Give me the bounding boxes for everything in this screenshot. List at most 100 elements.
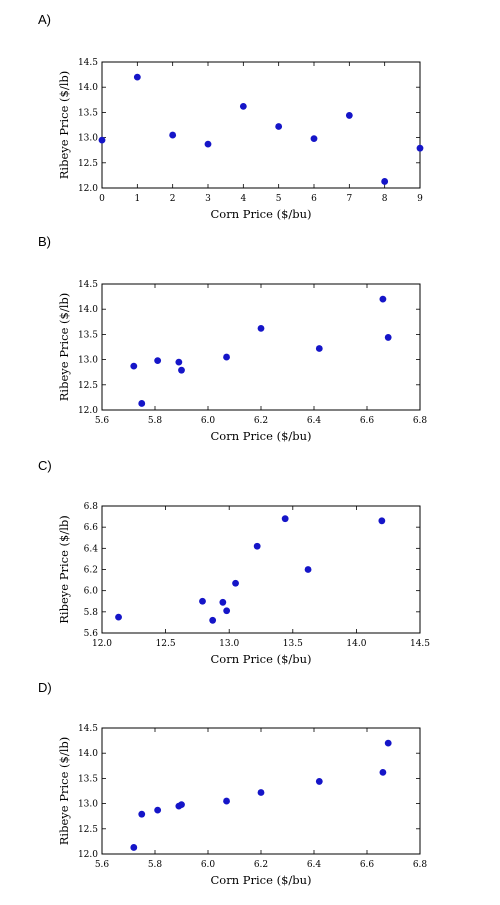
y-tick-label: 13.5 xyxy=(78,774,98,784)
data-point xyxy=(154,806,162,814)
y-tick-label: 13.5 xyxy=(78,330,98,340)
y-axis-title: Ribeye Price ($/lb) xyxy=(57,515,71,623)
data-point xyxy=(178,801,185,809)
x-tick-label: 9 xyxy=(417,194,423,204)
data-point xyxy=(98,136,106,144)
x-tick-label: 14.5 xyxy=(410,639,430,649)
x-tick-label: 6.2 xyxy=(254,416,268,426)
data-point xyxy=(175,358,183,366)
data-point xyxy=(219,598,227,606)
data-point xyxy=(345,112,353,119)
data-point xyxy=(232,579,239,587)
scatter-panel-3: C) 12.0 12.5 13.0 13.5 14.0 14.5 5.6 5.8 6.0 6.2 6.… xyxy=(38,458,430,666)
x-tick-label: 6.0 xyxy=(201,416,216,426)
x-tick-label: 6.8 xyxy=(413,416,428,426)
x-tick-label: 6.6 xyxy=(360,416,375,426)
x-tick-label: 6.4 xyxy=(307,416,322,426)
x-tick-label: 4 xyxy=(240,194,246,204)
data-point xyxy=(310,135,318,143)
data-point xyxy=(115,613,122,621)
y-tick-label: 12.0 xyxy=(78,184,98,194)
y-tick-label: 6.0 xyxy=(84,587,99,597)
x-tick-label: 6.2 xyxy=(254,860,268,870)
data-point xyxy=(257,324,265,332)
y-tick-label: 6.6 xyxy=(84,523,99,533)
scatter-panel-4: D) 5.6 5.8 6.0 6.2 6.4 6.6 6.8 12.0 12.5 13.0 13.5 1… xyxy=(38,680,427,887)
data-point xyxy=(133,73,141,81)
y-tick-label: 5.8 xyxy=(84,608,99,618)
data-point xyxy=(199,597,206,605)
y-tick-label: 14.0 xyxy=(78,83,98,93)
plot-frame xyxy=(101,61,421,189)
data-point xyxy=(281,515,289,523)
x-tick-label: 5.8 xyxy=(148,860,163,870)
panel-label: C) xyxy=(38,458,52,473)
data-point xyxy=(275,123,283,130)
x-tick-label: 5.6 xyxy=(95,860,110,870)
x-tick-label: 1 xyxy=(134,194,140,204)
y-axis-title: Ribeye Price ($/lb) xyxy=(57,293,71,401)
y-tick-label: 12.5 xyxy=(78,381,98,391)
data-point xyxy=(379,768,387,776)
x-tick-label: 6.4 xyxy=(307,860,322,870)
data-point xyxy=(304,566,312,573)
y-tick-label: 6.2 xyxy=(84,566,98,576)
y-tick-label: 14.0 xyxy=(78,305,98,315)
x-tick-label: 6.0 xyxy=(201,860,216,870)
data-point xyxy=(239,102,247,110)
y-tick-label: 12.5 xyxy=(78,159,98,169)
data-point xyxy=(223,353,230,361)
y-tick-label: 12.5 xyxy=(78,825,98,835)
y-tick-label: 13.5 xyxy=(78,108,98,118)
panel-label: B) xyxy=(38,234,51,249)
data-point xyxy=(416,144,424,152)
x-tick-label: 5 xyxy=(276,194,282,204)
data-point xyxy=(253,542,261,550)
data-point xyxy=(178,366,185,374)
y-tick-label: 14.5 xyxy=(78,280,98,290)
data-point xyxy=(138,810,146,818)
data-point xyxy=(130,362,138,370)
plot-frame xyxy=(101,283,421,411)
y-tick-label: 13.0 xyxy=(78,134,98,144)
x-tick-label: 6.6 xyxy=(360,860,375,870)
data-point xyxy=(384,334,392,341)
y-tick-label: 6.8 xyxy=(84,502,99,512)
y-tick-label: 13.0 xyxy=(78,800,98,810)
data-point xyxy=(204,140,212,148)
data-point xyxy=(223,797,230,805)
y-tick-label: 14.0 xyxy=(78,749,98,759)
data-point xyxy=(315,778,323,785)
data-point xyxy=(257,789,265,796)
x-tick-label: 5.8 xyxy=(148,416,163,426)
x-tick-label: 6 xyxy=(311,194,317,204)
x-tick-label: 12.0 xyxy=(92,639,112,649)
data-point xyxy=(384,739,392,747)
x-tick-label: 7 xyxy=(346,194,352,204)
scatter-panel-1: A) 0 1 2 3 4 5 6 7 8 9 12.0 12.5 13.0 13.5 14.0 14.5 Corn… xyxy=(38,12,424,221)
x-tick-label: 3 xyxy=(205,194,211,204)
x-axis-title: Corn Price ($/bu) xyxy=(210,429,311,443)
panel-label: A) xyxy=(38,12,51,27)
x-tick-label: 0 xyxy=(99,194,105,204)
x-axis-title: Corn Price ($/bu) xyxy=(210,873,311,887)
x-tick-label: 2 xyxy=(170,194,176,204)
data-point xyxy=(315,345,323,352)
y-tick-label: 5.6 xyxy=(84,629,99,639)
data-point xyxy=(154,357,162,365)
panel-label: D) xyxy=(38,680,52,695)
plot-frame xyxy=(101,505,421,634)
data-point xyxy=(130,844,138,851)
y-tick-label: 12.0 xyxy=(78,850,98,860)
x-tick-label: 6.8 xyxy=(413,860,428,870)
scatter-panel-2: B) 5.6 5.8 6.0 6.2 6.4 6.6 6.8 12.0 12.5 13.0 13.5 1… xyxy=(38,234,427,443)
y-tick-label: 12.0 xyxy=(78,406,98,416)
data-point xyxy=(379,295,387,303)
y-tick-label: 13.0 xyxy=(78,356,98,366)
x-axis-title: Corn Price ($/bu) xyxy=(210,207,311,221)
y-tick-label: 14.5 xyxy=(78,724,98,734)
x-tick-label: 13.0 xyxy=(219,639,239,649)
data-point xyxy=(381,178,389,185)
